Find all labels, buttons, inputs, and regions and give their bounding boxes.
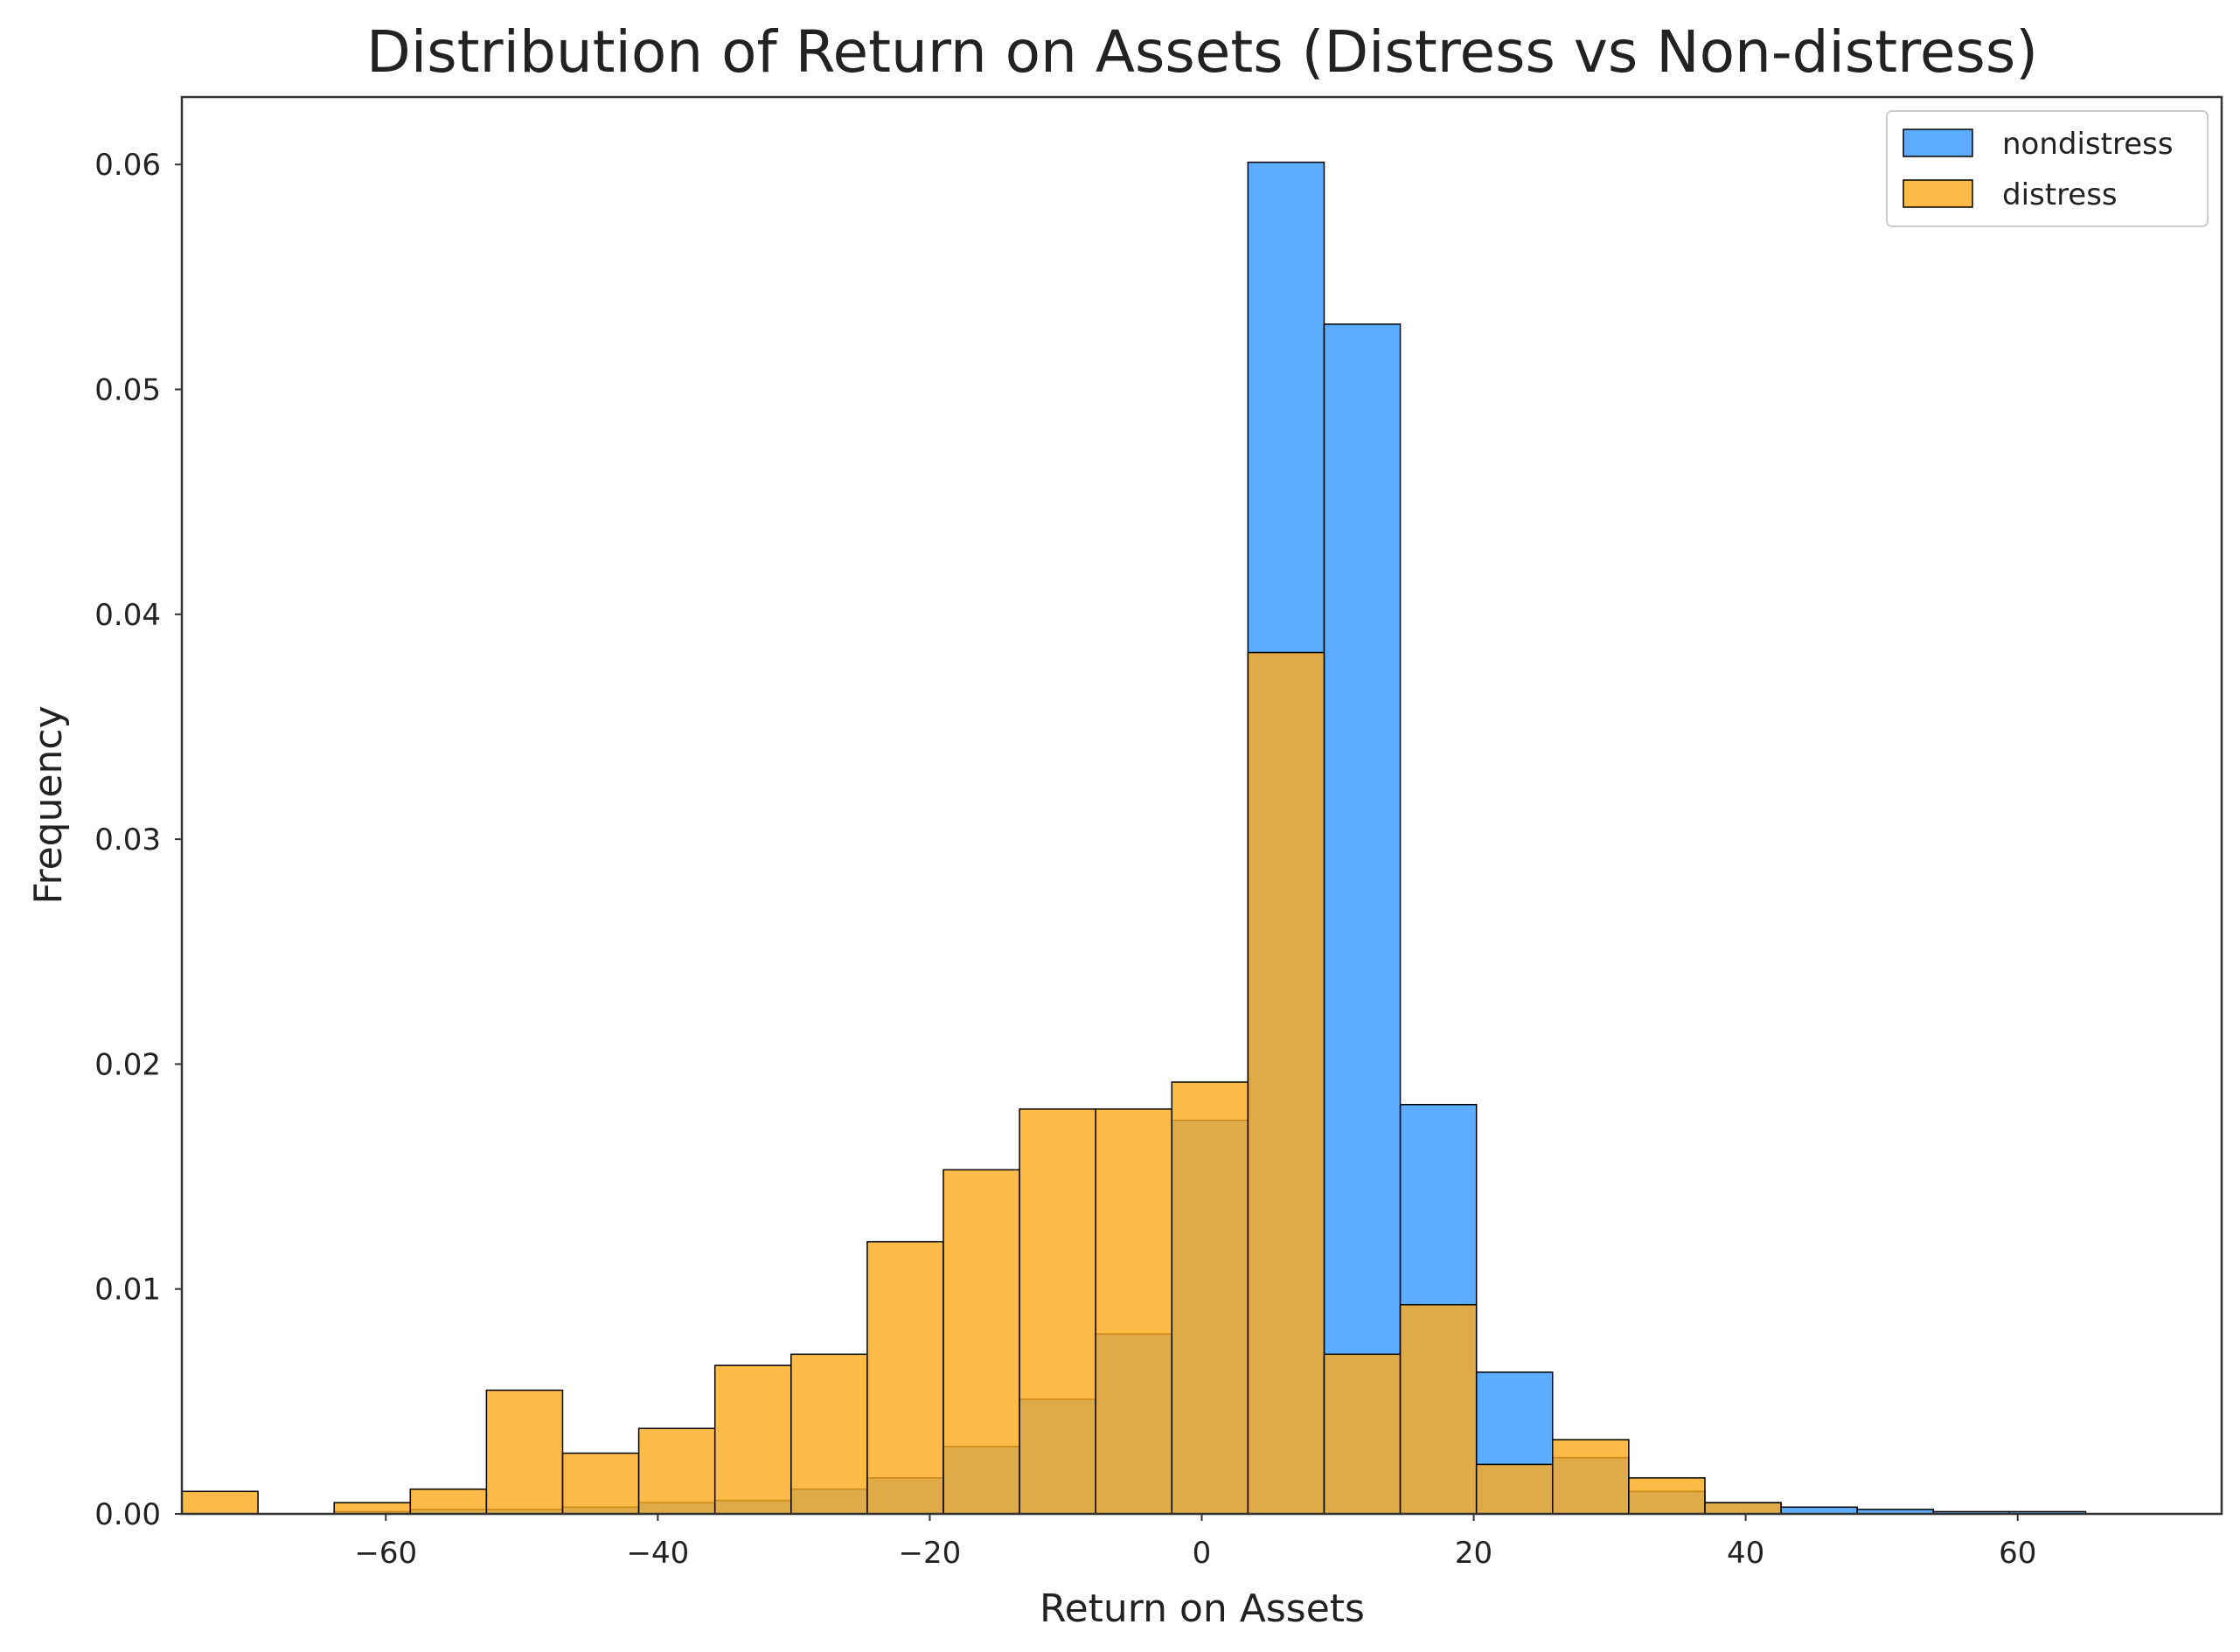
- legend-label-distress: distress: [2002, 177, 2118, 212]
- y-tick-label: 0.05: [94, 372, 161, 407]
- bar-distress-17: [1475, 1463, 1554, 1515]
- legend-label-nondistress: nondistress: [2002, 127, 2174, 162]
- bar-distress-4: [485, 1389, 564, 1515]
- legend: nondistress distress: [1886, 110, 2209, 227]
- bar-distress-8: [790, 1353, 868, 1515]
- y-tick-label: 0.06: [94, 148, 161, 183]
- series-distress-bars: [181, 651, 1782, 1515]
- x-tick-label: 60: [1999, 1536, 2036, 1571]
- bar-distress-6: [637, 1427, 716, 1515]
- x-tick-label: −40: [626, 1536, 689, 1571]
- bar-distress-13: [1171, 1081, 1249, 1515]
- bar-distress-20: [1704, 1502, 1782, 1515]
- bar-distress-18: [1552, 1439, 1630, 1515]
- y-axis-label: Frequency: [26, 705, 71, 904]
- y-tick-label: 0.04: [94, 598, 161, 633]
- x-tick-label: 40: [1727, 1536, 1764, 1571]
- bar-distress-19: [1628, 1477, 1706, 1515]
- chart-title: Distribution of Return on Assets (Distre…: [366, 18, 2038, 86]
- y-tick-label: 0.00: [94, 1497, 161, 1532]
- x-axis-label: Return on Assets: [1040, 1586, 1365, 1631]
- bar-distress-0: [181, 1490, 259, 1515]
- y-tick-label: 0.02: [94, 1047, 161, 1082]
- x-tick-label: 0: [1193, 1536, 1212, 1571]
- y-axis-ticks: 0.00 0.01 0.02 0.03 0.04 0.05 0.06: [94, 148, 182, 1532]
- bar-distress-7: [713, 1364, 792, 1515]
- bar-distress-14: [1247, 651, 1325, 1515]
- bar-distress-12: [1095, 1108, 1173, 1515]
- legend-swatch-nondistress: [1903, 128, 1973, 157]
- x-tick-label: 20: [1455, 1536, 1492, 1571]
- bar-distress-9: [866, 1240, 944, 1515]
- y-tick-label: 0.01: [94, 1273, 161, 1308]
- y-tick-label: 0.03: [94, 823, 161, 857]
- x-tick-label: −60: [354, 1536, 417, 1571]
- bar-distress-15: [1323, 1353, 1402, 1515]
- x-axis-ticks: −60 −40 −20 0 20 40 60: [354, 1514, 2036, 1571]
- bar-distress-2: [333, 1502, 412, 1515]
- legend-swatch-distress: [1903, 179, 1973, 208]
- bar-distress-11: [1019, 1108, 1096, 1515]
- bar-distress-10: [943, 1169, 1020, 1515]
- bar-distress-16: [1399, 1303, 1478, 1515]
- bar-distress-5: [561, 1452, 640, 1515]
- bar-distress-3: [409, 1488, 488, 1515]
- bar-nondistress-15: [1323, 323, 1402, 1515]
- x-tick-label: −20: [899, 1536, 962, 1571]
